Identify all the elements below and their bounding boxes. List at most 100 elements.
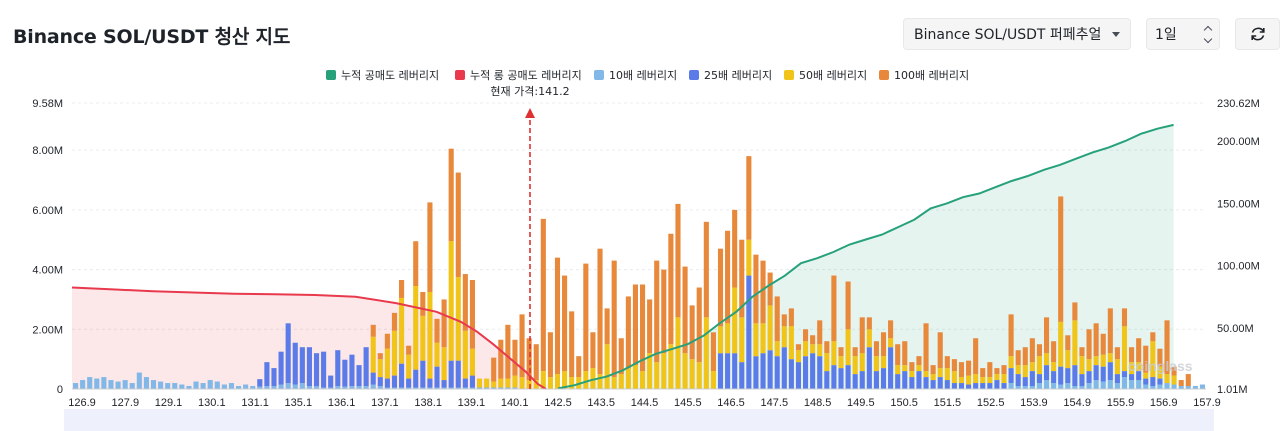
bar-segment	[590, 332, 596, 369]
bar-segment	[639, 284, 646, 372]
bar-segment	[980, 377, 986, 384]
short-cum-area	[558, 124, 1174, 390]
bar-segment	[618, 374, 624, 389]
bar-segment	[951, 383, 957, 389]
bar-segment	[299, 383, 305, 389]
bar-segment	[328, 387, 334, 389]
bar-segment	[498, 339, 504, 379]
bar-segment	[583, 371, 589, 389]
bar-segment	[498, 387, 504, 389]
exchange-select[interactable]: Binance SOL/USDT 퍼페추얼	[903, 18, 1131, 50]
zoom-slider[interactable]	[64, 409, 1214, 431]
bar-segment	[519, 314, 525, 378]
bar-segment	[909, 362, 915, 372]
bar-segment	[774, 356, 780, 389]
bar-segment	[469, 280, 475, 349]
bar-segment	[803, 329, 809, 342]
bar-segment	[434, 318, 440, 343]
bar-segment	[604, 308, 610, 345]
bar-segment	[335, 350, 341, 387]
bar-segment	[384, 333, 390, 349]
page-title: Binance SOL/USDT 청산 지도	[13, 26, 291, 48]
x-tick: 148.5	[804, 397, 832, 409]
cumulative-lines	[71, 123, 1174, 390]
bar-segment	[172, 383, 178, 389]
bar-segment	[980, 368, 986, 378]
bar-segment	[228, 383, 235, 389]
y-left-tick: 6.00M	[32, 205, 63, 217]
bar-segment	[292, 342, 298, 385]
bar-segment	[313, 386, 320, 389]
bar-segment	[399, 363, 405, 388]
bar-segment	[406, 345, 412, 355]
bar-segment	[1093, 365, 1099, 381]
bar-segment	[1129, 374, 1135, 381]
bar-segment	[866, 347, 872, 389]
interval-select[interactable]: 1일	[1146, 18, 1220, 50]
bar-segment	[888, 320, 894, 339]
bar-segment	[1015, 350, 1021, 366]
bar-segment	[654, 362, 660, 389]
legend-label: 50배 레버리지	[799, 69, 867, 82]
bar-segment	[767, 350, 773, 389]
bar-segment	[696, 362, 702, 389]
bar-segment	[1008, 356, 1014, 369]
bar-segment	[562, 371, 568, 389]
bar-segment	[958, 377, 965, 384]
bar-segment	[590, 368, 596, 389]
bar-segment	[399, 297, 405, 364]
y-left-tick: 9.58M	[32, 98, 63, 110]
bar-segment	[838, 347, 844, 357]
bar-segment	[1065, 350, 1071, 369]
y-left-tick: 2.00M	[32, 324, 63, 336]
bar-segment	[1164, 383, 1170, 389]
x-tick: 129.1	[155, 397, 183, 409]
bar-segment	[689, 305, 695, 360]
bar-segment	[448, 148, 454, 242]
bar-segment	[632, 284, 638, 366]
bar-segment	[1199, 384, 1205, 389]
bar-segment	[859, 353, 865, 372]
chart-legend: 누적 공매도 레버리지 누적 롱 공매도 레버리지 10배 레버리지 25배 레버리지…	[326, 69, 969, 82]
bar-segment	[1051, 341, 1057, 363]
bar-segment	[193, 381, 199, 389]
bar-segment	[462, 378, 468, 388]
bar-segment	[760, 323, 766, 354]
bar-segment	[1086, 383, 1092, 389]
bar-segment	[838, 368, 844, 389]
bar-segment	[1136, 371, 1142, 381]
bar-segment	[1171, 366, 1177, 376]
bar-segment	[1114, 383, 1120, 389]
bar-segment	[427, 387, 433, 389]
bar-segment	[810, 353, 816, 389]
bar-segment	[647, 353, 653, 389]
x-tick: 135.1	[285, 397, 313, 409]
bar-segment	[994, 380, 1000, 389]
bar-segment	[349, 354, 355, 387]
bar-segment	[455, 172, 461, 278]
bar-segment	[129, 383, 135, 389]
x-tick: 127.9	[112, 397, 140, 409]
bar-segment	[980, 383, 986, 389]
bar-segment	[583, 263, 589, 372]
bar-segment	[1001, 374, 1007, 384]
bar-segment	[1093, 380, 1099, 389]
bar-segment	[760, 260, 766, 324]
bar-segment	[647, 299, 653, 354]
bar-segment	[916, 371, 922, 389]
bar-segment	[413, 286, 419, 370]
bar-segment	[1036, 383, 1042, 389]
x-tick: 155.9	[1107, 397, 1135, 409]
bar-segment	[831, 365, 837, 389]
bar-segment	[221, 384, 227, 389]
bar-segment	[1100, 381, 1106, 389]
bar-segment	[1150, 332, 1156, 342]
bar-segment	[455, 277, 461, 361]
bar-segment	[186, 386, 192, 389]
bar-segment	[101, 377, 107, 389]
x-tick: 137.1	[371, 397, 399, 409]
bar-segment	[533, 380, 539, 389]
bar-segment	[937, 368, 943, 378]
bar-segment	[682, 266, 688, 354]
